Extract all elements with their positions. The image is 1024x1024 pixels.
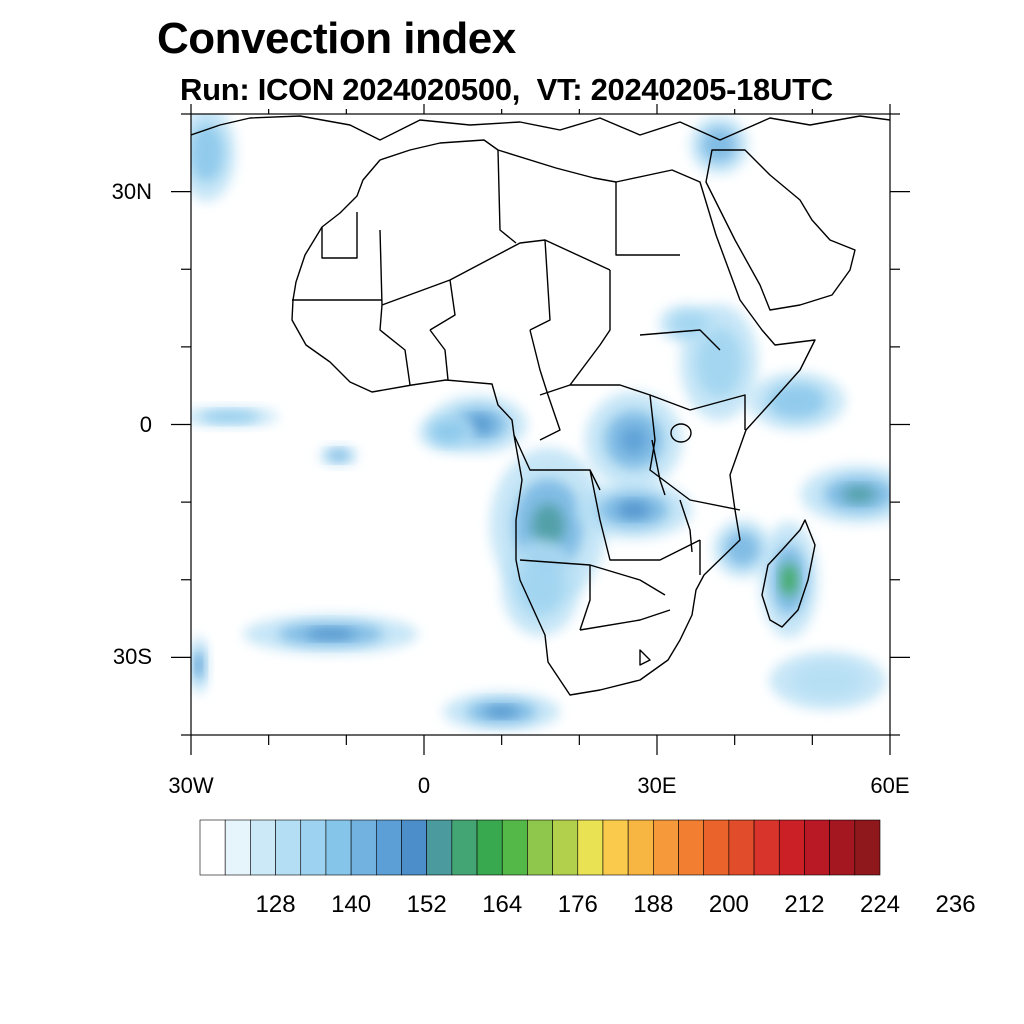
lat-tick-label: 30N xyxy=(111,178,152,204)
convection-area-18 xyxy=(658,304,718,343)
colorbar-swatch xyxy=(275,819,302,876)
lon-tick-label: 30W xyxy=(168,773,214,798)
colorbar-swatch xyxy=(426,819,453,876)
colorbar-label: 188 xyxy=(633,891,673,918)
colorbar-label: 128 xyxy=(256,891,296,918)
convection-area-13 xyxy=(800,465,890,524)
colorbar-label: 224 xyxy=(860,891,900,918)
arabia-coastline xyxy=(705,149,856,311)
colorbar-swatch xyxy=(300,819,327,876)
convection-area-2 xyxy=(418,412,477,452)
lon-tick-label: 30E xyxy=(637,773,677,798)
colorbar-swatch xyxy=(577,819,604,876)
colorbar-swatch xyxy=(653,819,679,876)
convection-area-15 xyxy=(319,445,358,466)
convection-area-10 xyxy=(713,519,772,578)
convection-area-11 xyxy=(243,614,419,654)
chart-subtitle: Run: ICON 2024020500, VT: 20240205-18UTC xyxy=(180,72,833,107)
colorbar-swatch xyxy=(350,819,377,876)
colorbar-swatch xyxy=(401,819,427,876)
axis-ticks xyxy=(171,104,910,755)
convection-area-7 xyxy=(575,480,692,539)
convection-field xyxy=(191,114,890,732)
colorbar-swatch xyxy=(224,819,251,876)
colorbar-swatch xyxy=(325,819,352,876)
lake-malawi xyxy=(679,499,693,553)
lake-tanganyika xyxy=(651,439,666,496)
colorbar-swatch xyxy=(627,819,654,876)
colorbar-swatch xyxy=(250,819,276,876)
colorbar-label: 140 xyxy=(331,891,371,918)
colorbar-swatch xyxy=(527,819,553,876)
colorbar-swatch xyxy=(375,819,402,876)
colorbar-swatch xyxy=(678,819,705,876)
colorbar-label: 212 xyxy=(784,891,824,918)
colorbar-swatch xyxy=(804,819,830,876)
convection-area-8 xyxy=(501,538,580,637)
chart-title: Convection index xyxy=(157,14,516,63)
lon-tick-label: 0 xyxy=(417,773,431,798)
convection-area-3 xyxy=(585,391,683,489)
colorbar-swatch xyxy=(602,819,629,876)
colorbar-swatch xyxy=(778,819,805,876)
colorbar: 128 140 152 164 176 188 200 212 224 236 xyxy=(199,819,976,918)
africa-coastline xyxy=(291,139,816,696)
convection-area-19 xyxy=(769,651,887,710)
colorbar-label: 200 xyxy=(709,891,749,918)
coastlines-and-borders xyxy=(191,115,890,696)
lake-victoria xyxy=(670,423,692,443)
colorbar-label: 152 xyxy=(407,891,447,918)
colorbar-swatch xyxy=(854,819,881,876)
lon-tick-label: 60E xyxy=(870,773,910,798)
convection-area-9 xyxy=(759,521,819,638)
colorbar-label: 164 xyxy=(482,891,522,918)
convection-area-12 xyxy=(443,692,560,732)
colorbar-swatch xyxy=(199,819,226,876)
madagascar-coastline xyxy=(761,519,816,628)
convection-area-20 xyxy=(191,636,209,695)
convection-area-16 xyxy=(191,114,236,202)
lat-tick-label: 30S xyxy=(112,644,152,670)
convection-area-14 xyxy=(191,407,279,427)
colorbar-swatch xyxy=(703,819,730,876)
lat-tick-label: 0 xyxy=(139,411,152,437)
colorbar-label: 176 xyxy=(558,891,598,918)
colorbar-swatch xyxy=(501,819,528,876)
country-borders xyxy=(292,149,746,666)
colorbar-swatch xyxy=(829,819,856,876)
colorbar-swatch xyxy=(476,819,503,876)
convection-area-5 xyxy=(748,372,846,431)
colorbar-swatch xyxy=(451,819,478,876)
europe-coastline xyxy=(191,115,890,141)
colorbar-label: 236 xyxy=(936,891,976,918)
convection-area-17 xyxy=(690,115,749,175)
colorbar-swatch xyxy=(753,819,780,876)
colorbar-swatch xyxy=(728,819,755,876)
colorbar-swatch xyxy=(552,819,579,876)
